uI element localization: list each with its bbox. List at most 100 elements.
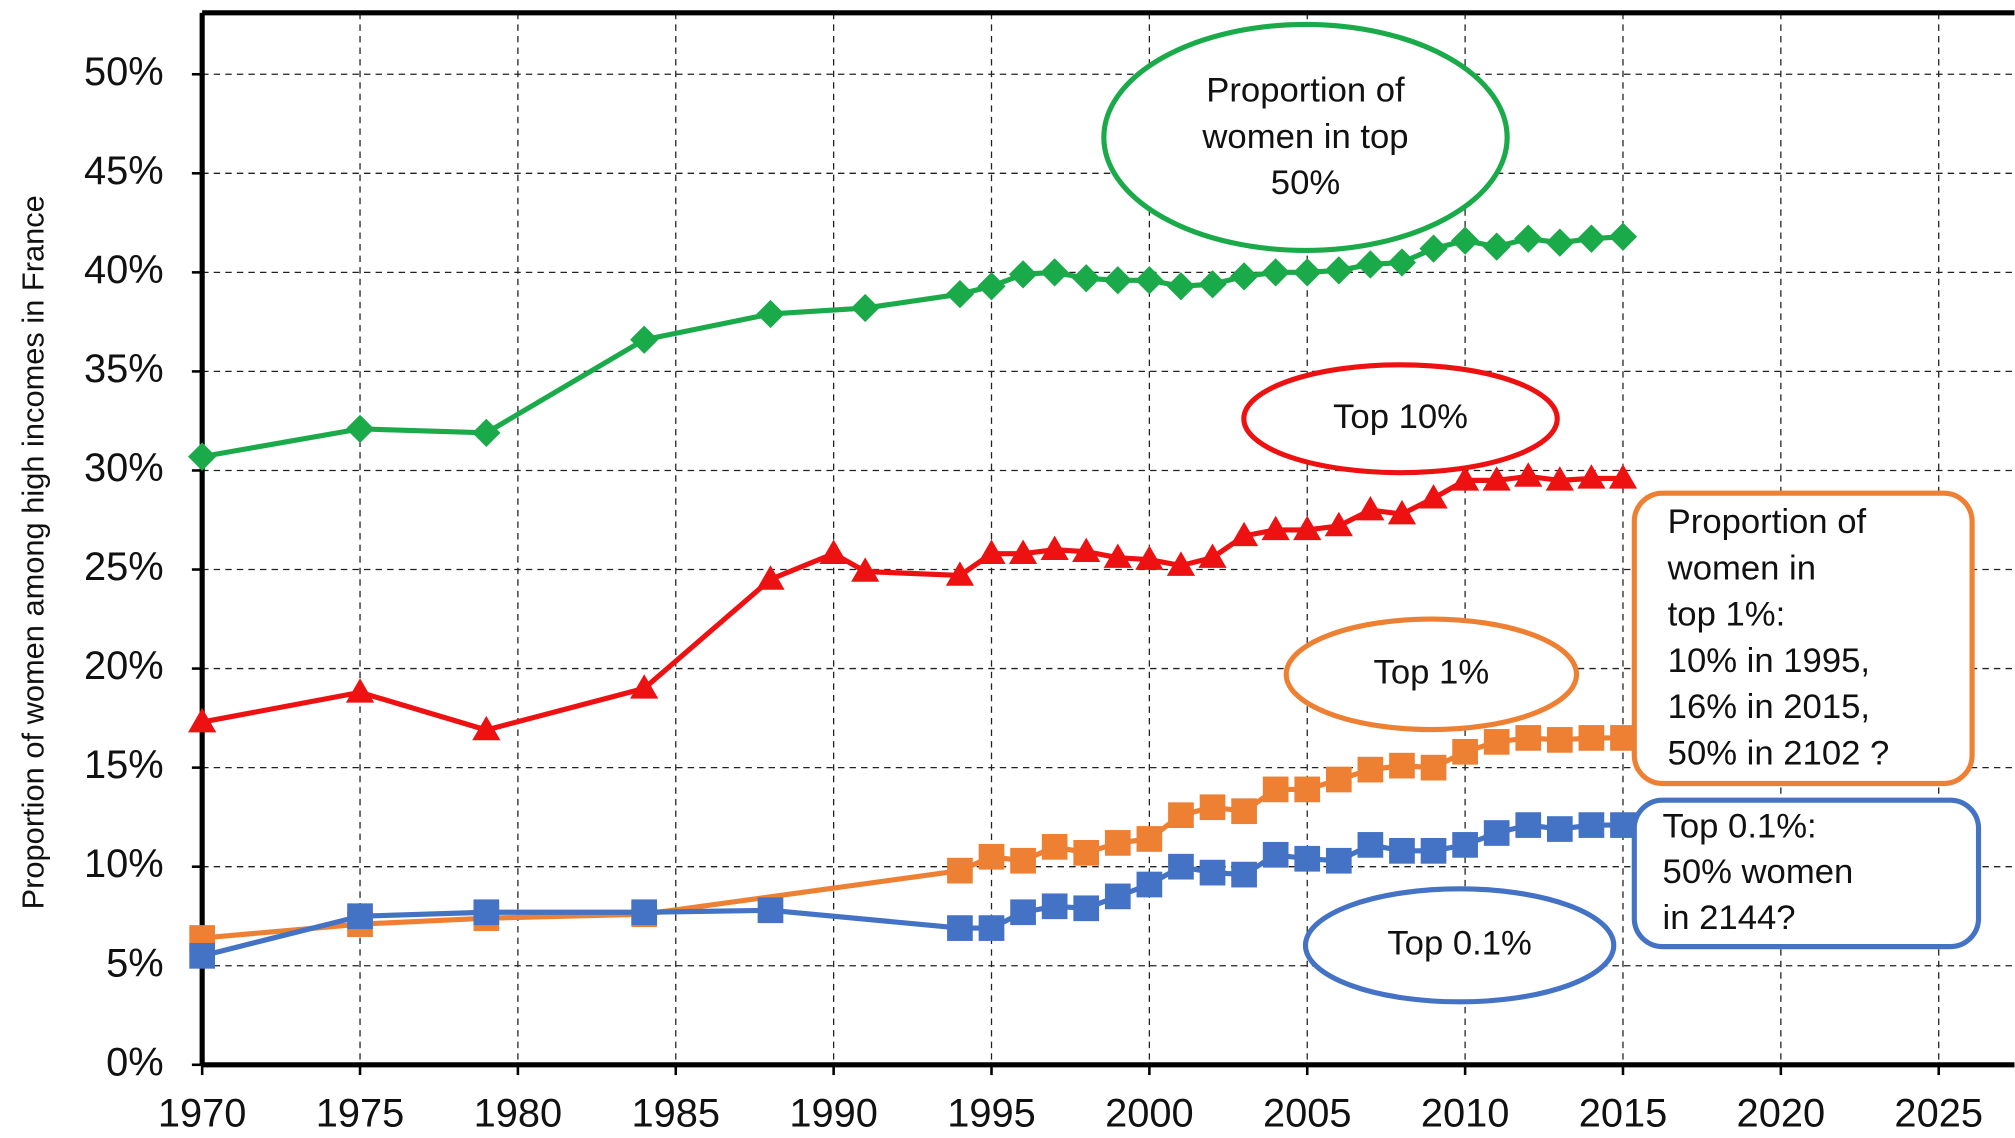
marker — [756, 299, 785, 329]
marker — [472, 418, 501, 447]
marker — [1262, 776, 1289, 803]
marker — [1389, 837, 1415, 864]
annotation-box — [1631, 490, 1975, 787]
annotation-text: 50% women — [1663, 853, 1854, 891]
marker — [819, 539, 848, 564]
annotation-text: Top 1% — [1374, 653, 1490, 691]
marker — [1168, 853, 1194, 880]
marker — [1041, 834, 1068, 860]
y-tick-label: 35% — [84, 347, 164, 391]
marker — [630, 674, 659, 699]
marker — [1072, 264, 1101, 293]
marker — [188, 442, 217, 471]
marker — [1010, 847, 1036, 874]
annotation-ellipse — [1101, 21, 1510, 254]
marker — [1198, 270, 1227, 299]
marker — [1261, 258, 1290, 287]
x-tick-label: 1970 — [158, 1092, 247, 1136]
marker — [1073, 839, 1100, 866]
marker — [1103, 266, 1132, 295]
series-line — [201, 234, 1624, 460]
marker — [1041, 893, 1068, 920]
marker — [1199, 794, 1226, 821]
marker — [1262, 841, 1289, 868]
y-tick-label: 45% — [84, 149, 164, 193]
marker — [1450, 226, 1480, 255]
annotation-text: 50% in 2102 ? — [1668, 734, 1890, 772]
marker — [1229, 262, 1259, 291]
marker — [1357, 756, 1384, 783]
marker — [757, 897, 784, 924]
marker — [1166, 272, 1196, 301]
marker — [1072, 537, 1101, 562]
marker — [188, 707, 217, 733]
x-tick-label: 1995 — [947, 1092, 1036, 1136]
marker — [1514, 462, 1543, 487]
marker — [1420, 754, 1447, 781]
marker — [1356, 250, 1385, 279]
marker — [1135, 266, 1164, 295]
marker — [345, 414, 375, 443]
marker — [1104, 883, 1131, 910]
marker — [1389, 752, 1415, 779]
x-tick-label: 1980 — [474, 1092, 563, 1136]
marker — [978, 915, 1005, 941]
marker — [1324, 511, 1353, 537]
annotation-text: 10% in 1995, — [1668, 642, 1870, 680]
y-tick-label: 25% — [84, 545, 164, 589]
marker — [978, 843, 1005, 870]
y-tick-label: 5% — [106, 941, 164, 985]
marker — [630, 325, 659, 354]
y-tick-label: 30% — [84, 446, 164, 490]
annotation-text: top 1%: — [1668, 596, 1786, 634]
marker — [1229, 521, 1259, 547]
marker — [1545, 228, 1574, 257]
annotation-text: women in top — [1201, 118, 1408, 156]
marker — [1387, 499, 1417, 525]
marker — [1578, 812, 1605, 838]
marker — [472, 715, 501, 741]
marker — [631, 899, 658, 926]
marker — [1008, 260, 1038, 289]
annotation-text: Top 0.1% — [1387, 924, 1531, 962]
marker — [1135, 545, 1164, 570]
marker — [851, 293, 880, 323]
annotation-text: women in — [1667, 549, 1816, 587]
annotation-text: Proportion of — [1206, 72, 1405, 110]
marker — [1293, 258, 1322, 287]
marker — [1010, 899, 1036, 926]
marker — [347, 903, 373, 930]
marker — [1073, 895, 1100, 922]
marker — [947, 915, 973, 941]
y-tick-label: 20% — [84, 644, 164, 688]
marker — [1136, 871, 1163, 898]
marker — [1325, 766, 1352, 793]
marker — [1514, 224, 1543, 253]
marker — [1261, 515, 1290, 541]
annotation-text: Top 0.1%: — [1663, 808, 1817, 846]
marker — [1452, 738, 1478, 765]
y-tick-label: 10% — [84, 842, 164, 886]
marker — [1294, 776, 1321, 803]
x-tick-label: 2010 — [1421, 1092, 1510, 1136]
marker — [1294, 845, 1321, 872]
marker — [1610, 725, 1636, 751]
y-tick-label: 0% — [106, 1040, 164, 1084]
marker — [756, 565, 785, 590]
marker — [1199, 859, 1226, 886]
marker — [1040, 535, 1069, 560]
marker — [1324, 256, 1353, 285]
marker — [1103, 543, 1132, 568]
marker — [1546, 727, 1573, 753]
annotation-ellipse — [1302, 886, 1617, 1005]
marker — [945, 280, 975, 309]
marker — [1136, 826, 1163, 852]
marker — [1450, 466, 1480, 491]
marker — [1546, 816, 1573, 842]
marker — [1198, 543, 1227, 568]
annotation-ellipse — [1283, 616, 1580, 733]
marker — [1356, 495, 1385, 521]
marker — [1577, 464, 1606, 489]
marker — [1515, 725, 1542, 751]
annotation-box — [1631, 797, 1982, 950]
